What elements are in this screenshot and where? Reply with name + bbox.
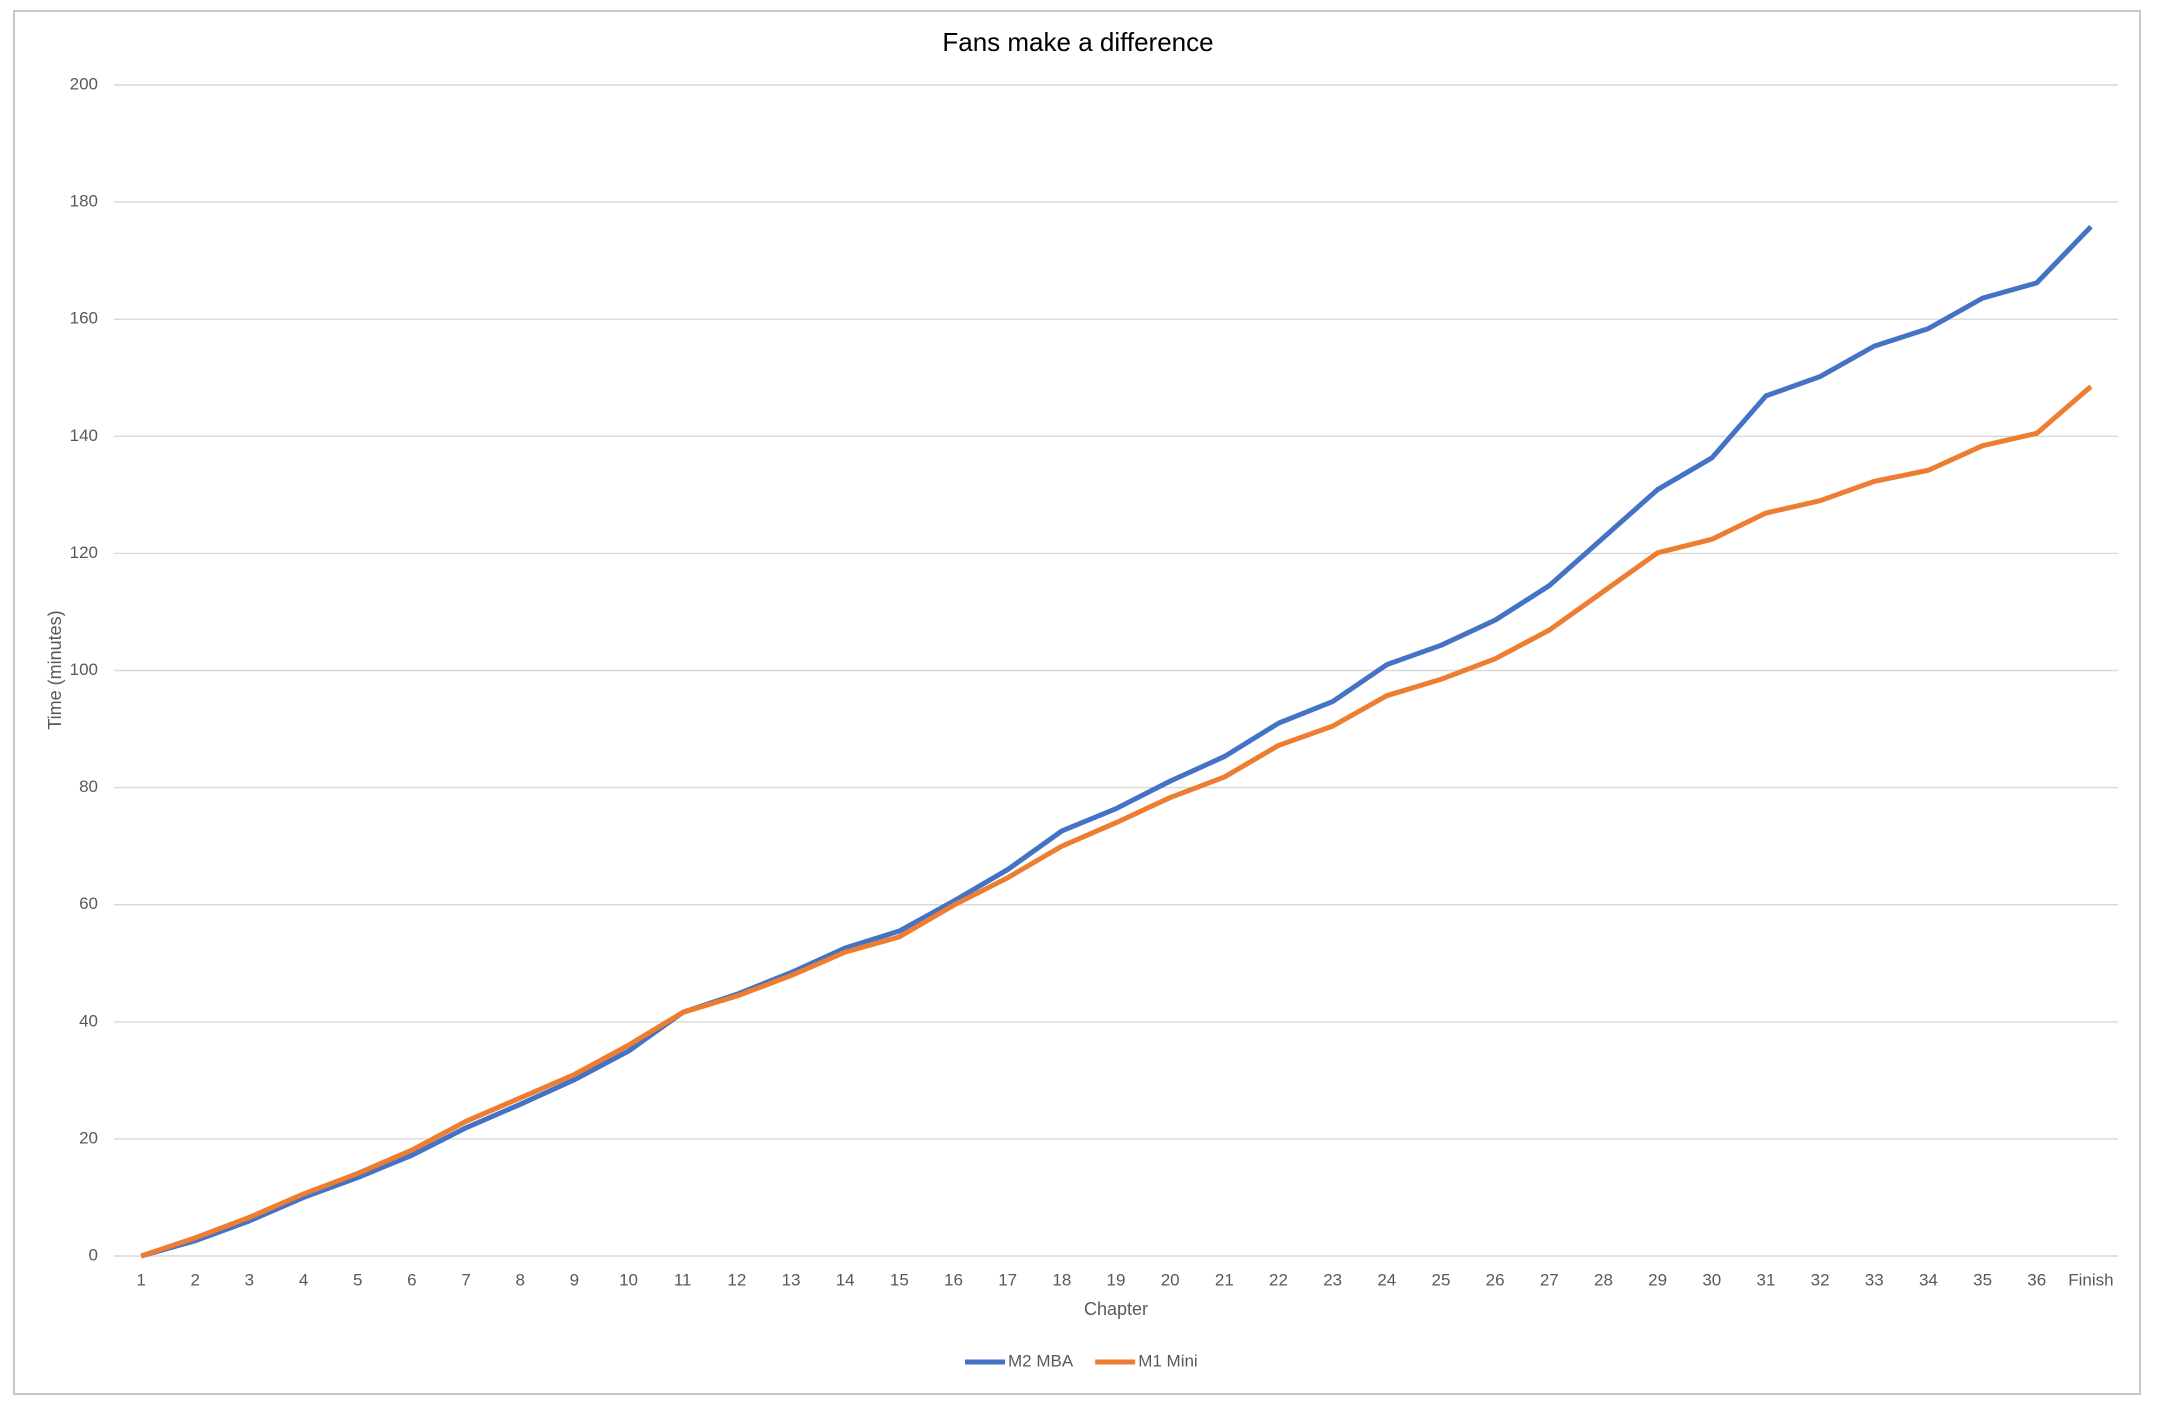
legend-label: M1 Mini (1138, 1351, 1198, 1370)
x-tick-label: 11 (674, 1270, 692, 1289)
x-tick-label: 8 (515, 1270, 524, 1289)
x-tick-label: 27 (1540, 1270, 1559, 1289)
x-tick-label: 25 (1432, 1270, 1451, 1289)
data-line (140, 384, 2093, 1259)
x-tick-label: 36 (2027, 1270, 2046, 1289)
y-axis-title: Time (minutes) (45, 610, 65, 729)
y-tick-label: 140 (70, 426, 98, 445)
y-tick-label: 20 (79, 1128, 98, 1147)
x-tick-label: 4 (299, 1270, 308, 1289)
x-tick-label: 3 (245, 1270, 254, 1289)
y-tick-label: 120 (70, 543, 98, 562)
x-tick-label: 23 (1323, 1270, 1342, 1289)
x-tick-label: 10 (619, 1270, 638, 1289)
x-tick-label: 28 (1594, 1270, 1613, 1289)
legend-label: M2 MBA (1008, 1351, 1074, 1370)
x-tick-label: 15 (890, 1270, 909, 1289)
y-tick-label: 180 (70, 192, 98, 211)
y-tick-label: 160 (70, 309, 98, 328)
x-tick-label: 33 (1865, 1270, 1884, 1289)
x-tick-label: 29 (1648, 1270, 1667, 1289)
x-tick-label: 5 (353, 1270, 362, 1289)
x-tick-label: 19 (1107, 1270, 1126, 1289)
x-tick-label: 32 (1811, 1270, 1830, 1289)
chart-title: Fans make a difference (942, 27, 1213, 57)
x-tick-label: 17 (998, 1270, 1017, 1289)
y-tick-label: 80 (79, 777, 98, 796)
x-tick-label: 31 (1756, 1270, 1775, 1289)
x-tick-label: 34 (1919, 1270, 1938, 1289)
y-tick-label: 40 (79, 1011, 98, 1030)
x-tick-label: 1 (136, 1270, 145, 1289)
x-axis-title: Chapter (1084, 1299, 1148, 1319)
y-tick-label: 60 (79, 894, 98, 913)
x-tick-label: 7 (461, 1270, 470, 1289)
x-tick-label: 6 (407, 1270, 416, 1289)
x-tick-label: 2 (191, 1270, 200, 1289)
x-tick-label: 13 (782, 1270, 801, 1289)
x-tick-label: 12 (727, 1270, 746, 1289)
x-tick-label: 18 (1052, 1270, 1071, 1289)
x-tick-label: 20 (1161, 1270, 1180, 1289)
x-tick-label: 9 (570, 1270, 579, 1289)
x-tick-label: 14 (836, 1270, 855, 1289)
x-tick-label: 22 (1269, 1270, 1288, 1289)
x-tick-label: 30 (1702, 1270, 1721, 1289)
x-tick-label: Finish (2068, 1270, 2113, 1289)
y-tick-label: 200 (70, 74, 98, 93)
y-tick-label: 100 (70, 660, 98, 679)
x-tick-label: 26 (1486, 1270, 1505, 1289)
x-tick-label: 35 (1973, 1270, 1992, 1289)
x-tick-label: 24 (1377, 1270, 1396, 1289)
x-tick-label: 21 (1215, 1270, 1234, 1289)
chart-frame (13, 10, 2141, 1395)
x-tick-label: 16 (944, 1270, 963, 1289)
data-line (140, 224, 2093, 1259)
y-tick-label: 0 (89, 1245, 98, 1264)
